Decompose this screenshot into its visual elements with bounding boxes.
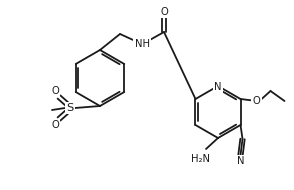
Text: O: O bbox=[160, 7, 168, 17]
Text: N: N bbox=[214, 82, 222, 92]
Text: O: O bbox=[253, 96, 260, 106]
Text: O: O bbox=[51, 120, 59, 130]
Text: S: S bbox=[66, 103, 74, 113]
Text: O: O bbox=[51, 86, 59, 96]
Text: H₂N: H₂N bbox=[191, 154, 210, 164]
Text: N: N bbox=[237, 156, 244, 166]
Text: NH: NH bbox=[134, 39, 150, 49]
